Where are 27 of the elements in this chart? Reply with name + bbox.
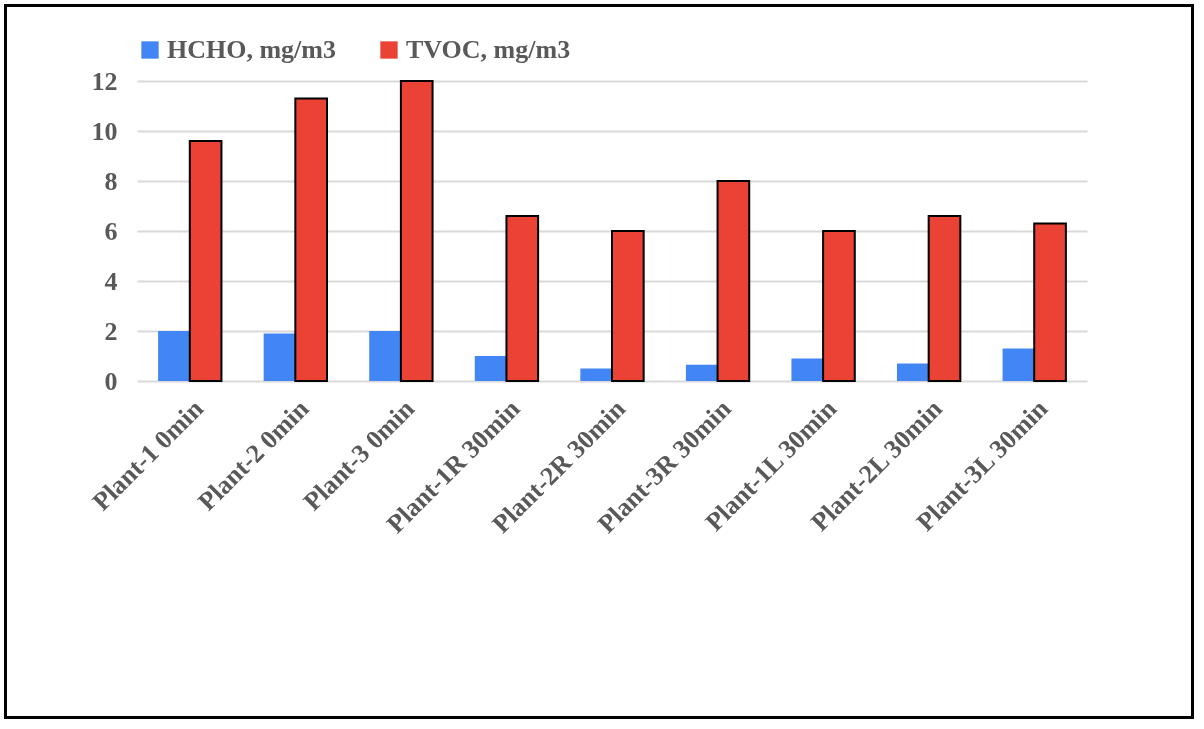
- bar: [369, 331, 401, 381]
- y-tick-label: 12: [91, 66, 118, 96]
- bar: [294, 97, 328, 382]
- bar: [188, 140, 223, 382]
- bar: [822, 230, 856, 382]
- bar: [611, 230, 645, 382]
- bar: [1002, 348, 1035, 381]
- legend-label: HCHO, mg/m3: [167, 35, 336, 64]
- bar: [580, 368, 612, 381]
- y-tick-label: 4: [104, 266, 118, 296]
- legend-label: TVOC, mg/m3: [406, 35, 571, 64]
- bar: [791, 358, 824, 381]
- bar: [716, 180, 751, 382]
- bar: [927, 215, 962, 382]
- y-tick-label: 10: [91, 116, 118, 146]
- bar: [685, 364, 718, 381]
- bar: [897, 363, 929, 381]
- bar: [399, 80, 434, 382]
- bar: [505, 215, 540, 382]
- bar: [474, 356, 507, 381]
- bar: [1033, 222, 1067, 382]
- bar: [158, 331, 190, 381]
- bar: [263, 333, 296, 381]
- y-tick-label: 2: [104, 316, 118, 346]
- y-tick-label: 0: [104, 366, 118, 396]
- y-tick-label: 8: [104, 166, 118, 196]
- y-tick-label: 6: [104, 216, 118, 246]
